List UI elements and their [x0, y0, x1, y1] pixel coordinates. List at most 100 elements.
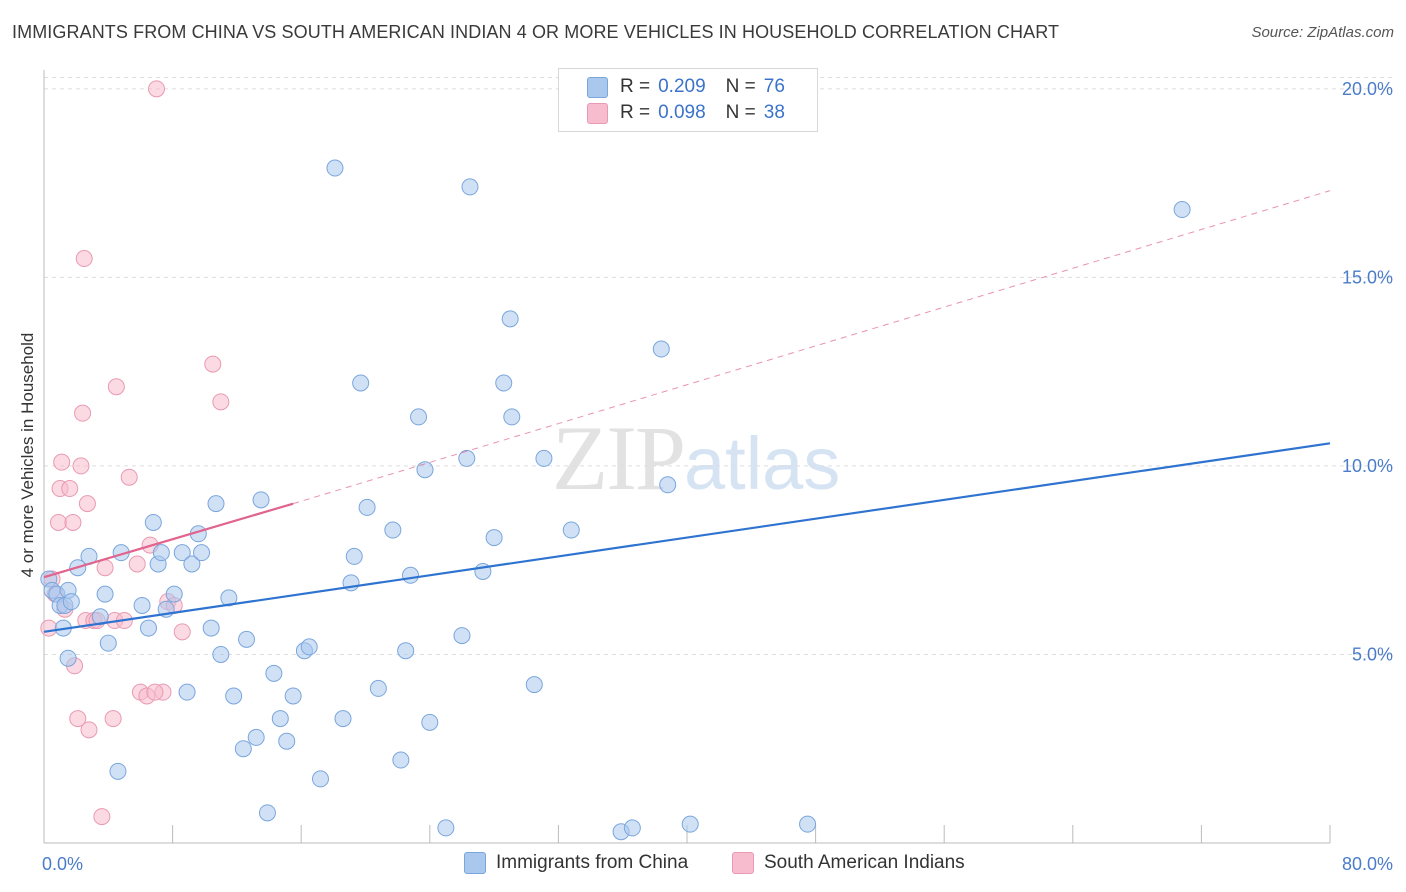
sa-point	[72, 457, 90, 475]
china-point	[59, 649, 77, 667]
legend-row-sa: R = 0.098 N = 38	[587, 100, 785, 126]
china-point	[247, 728, 265, 746]
china-point	[202, 619, 220, 637]
china-point	[485, 529, 503, 547]
sa-point	[204, 355, 222, 373]
x-tick-label-max: 80.0%	[1342, 854, 1393, 874]
sa-point	[96, 559, 114, 577]
china-point	[501, 310, 519, 328]
china-point	[623, 819, 641, 837]
legend-r-value: 0.098	[658, 102, 706, 123]
china-point	[165, 585, 183, 603]
china-point	[369, 679, 387, 697]
bottom-legend-sa: South American Indians	[732, 852, 965, 874]
china-point	[234, 740, 252, 758]
china-point	[271, 710, 289, 728]
y-tick-label: 5.0%	[1352, 644, 1393, 664]
bottom-legend-china: Immigrants from China	[464, 852, 688, 874]
china-point	[258, 804, 276, 822]
x-tick-label-min: 0.0%	[42, 854, 83, 874]
china-point	[334, 710, 352, 728]
china-point	[238, 630, 256, 648]
correlation-legend: R = 0.209 N = 76 R = 0.098 N = 38	[558, 68, 818, 132]
sa-point	[212, 393, 230, 411]
china-point	[139, 619, 157, 637]
china-point	[345, 547, 363, 565]
china-point	[311, 770, 329, 788]
china-point	[144, 513, 162, 531]
sa-point	[120, 468, 138, 486]
china-point	[220, 589, 238, 607]
china-point	[152, 544, 170, 562]
y-tick-label: 10.0%	[1342, 456, 1393, 476]
china-point	[225, 687, 243, 705]
china-point	[392, 751, 410, 769]
china-point	[562, 521, 580, 539]
china-point	[133, 596, 151, 614]
china-point	[252, 491, 270, 509]
legend-n-value: 76	[763, 76, 785, 97]
series-south-american-indians	[40, 80, 230, 826]
china-point	[352, 374, 370, 392]
china-point	[284, 687, 302, 705]
sa-point	[146, 683, 164, 701]
tick-labels: 5.0% 10.0% 15.0% 20.0% 0.0% 80.0%	[42, 79, 1393, 874]
china-point	[326, 159, 344, 177]
y-tick-label: 15.0%	[1342, 267, 1393, 287]
chart-title: IMMIGRANTS FROM CHINA VS SOUTH AMERICAN …	[12, 22, 1060, 42]
y-tick-label: 20.0%	[1342, 79, 1393, 99]
legend-row-china: R = 0.209 N = 76	[587, 74, 785, 100]
china-point	[397, 642, 415, 660]
y-axis-label: 4 or more Vehicles in Household	[18, 332, 37, 578]
china-point	[265, 664, 283, 682]
china-point	[96, 585, 114, 603]
sa-point	[61, 480, 79, 498]
trend-lines	[43, 190, 1331, 633]
legend-n-value: 38	[763, 102, 785, 123]
china-point	[453, 627, 471, 645]
sa-point	[78, 495, 96, 513]
series-immigrants-from-china	[40, 159, 1191, 841]
china-point	[99, 634, 117, 652]
china-point	[799, 815, 817, 833]
china-point	[461, 178, 479, 196]
china-point	[659, 476, 677, 494]
bottom-legend-label-sa: South American Indians	[764, 852, 965, 873]
legend-swatch-china	[587, 76, 608, 98]
china-point	[410, 408, 428, 426]
china-point	[207, 495, 225, 513]
china-point	[278, 732, 296, 750]
sa-point	[64, 513, 82, 531]
source-credit: Source: ZipAtlas.com	[1251, 24, 1394, 41]
axes	[43, 70, 1331, 844]
china-point	[681, 815, 699, 833]
watermark-atlas: atlas	[684, 422, 841, 505]
china-point	[652, 340, 670, 358]
china-point	[1173, 201, 1191, 219]
legend-n-label: N =	[725, 102, 756, 123]
china-point	[193, 544, 211, 562]
china-point	[525, 676, 543, 694]
grid-lines	[44, 77, 1392, 655]
sa-point	[93, 808, 111, 826]
legend-swatch-sa	[587, 102, 608, 124]
china-point	[458, 449, 476, 467]
bottom-legend-label-china: Immigrants from China	[496, 852, 689, 873]
sa-point	[80, 721, 98, 739]
china-point	[183, 555, 201, 573]
sa-point	[107, 378, 125, 396]
china-point	[535, 449, 553, 467]
sa-point	[128, 555, 146, 573]
sa-point	[53, 453, 71, 471]
china-point	[212, 645, 230, 663]
china-point	[503, 408, 521, 426]
china-point	[109, 762, 127, 780]
china-point	[178, 683, 196, 701]
china-point	[300, 638, 318, 656]
sa-point	[74, 404, 92, 422]
china-point	[421, 713, 439, 731]
china-trend-line	[43, 442, 1331, 633]
legend-n-label: N =	[725, 76, 756, 97]
legend-r-label: R =	[620, 76, 651, 97]
